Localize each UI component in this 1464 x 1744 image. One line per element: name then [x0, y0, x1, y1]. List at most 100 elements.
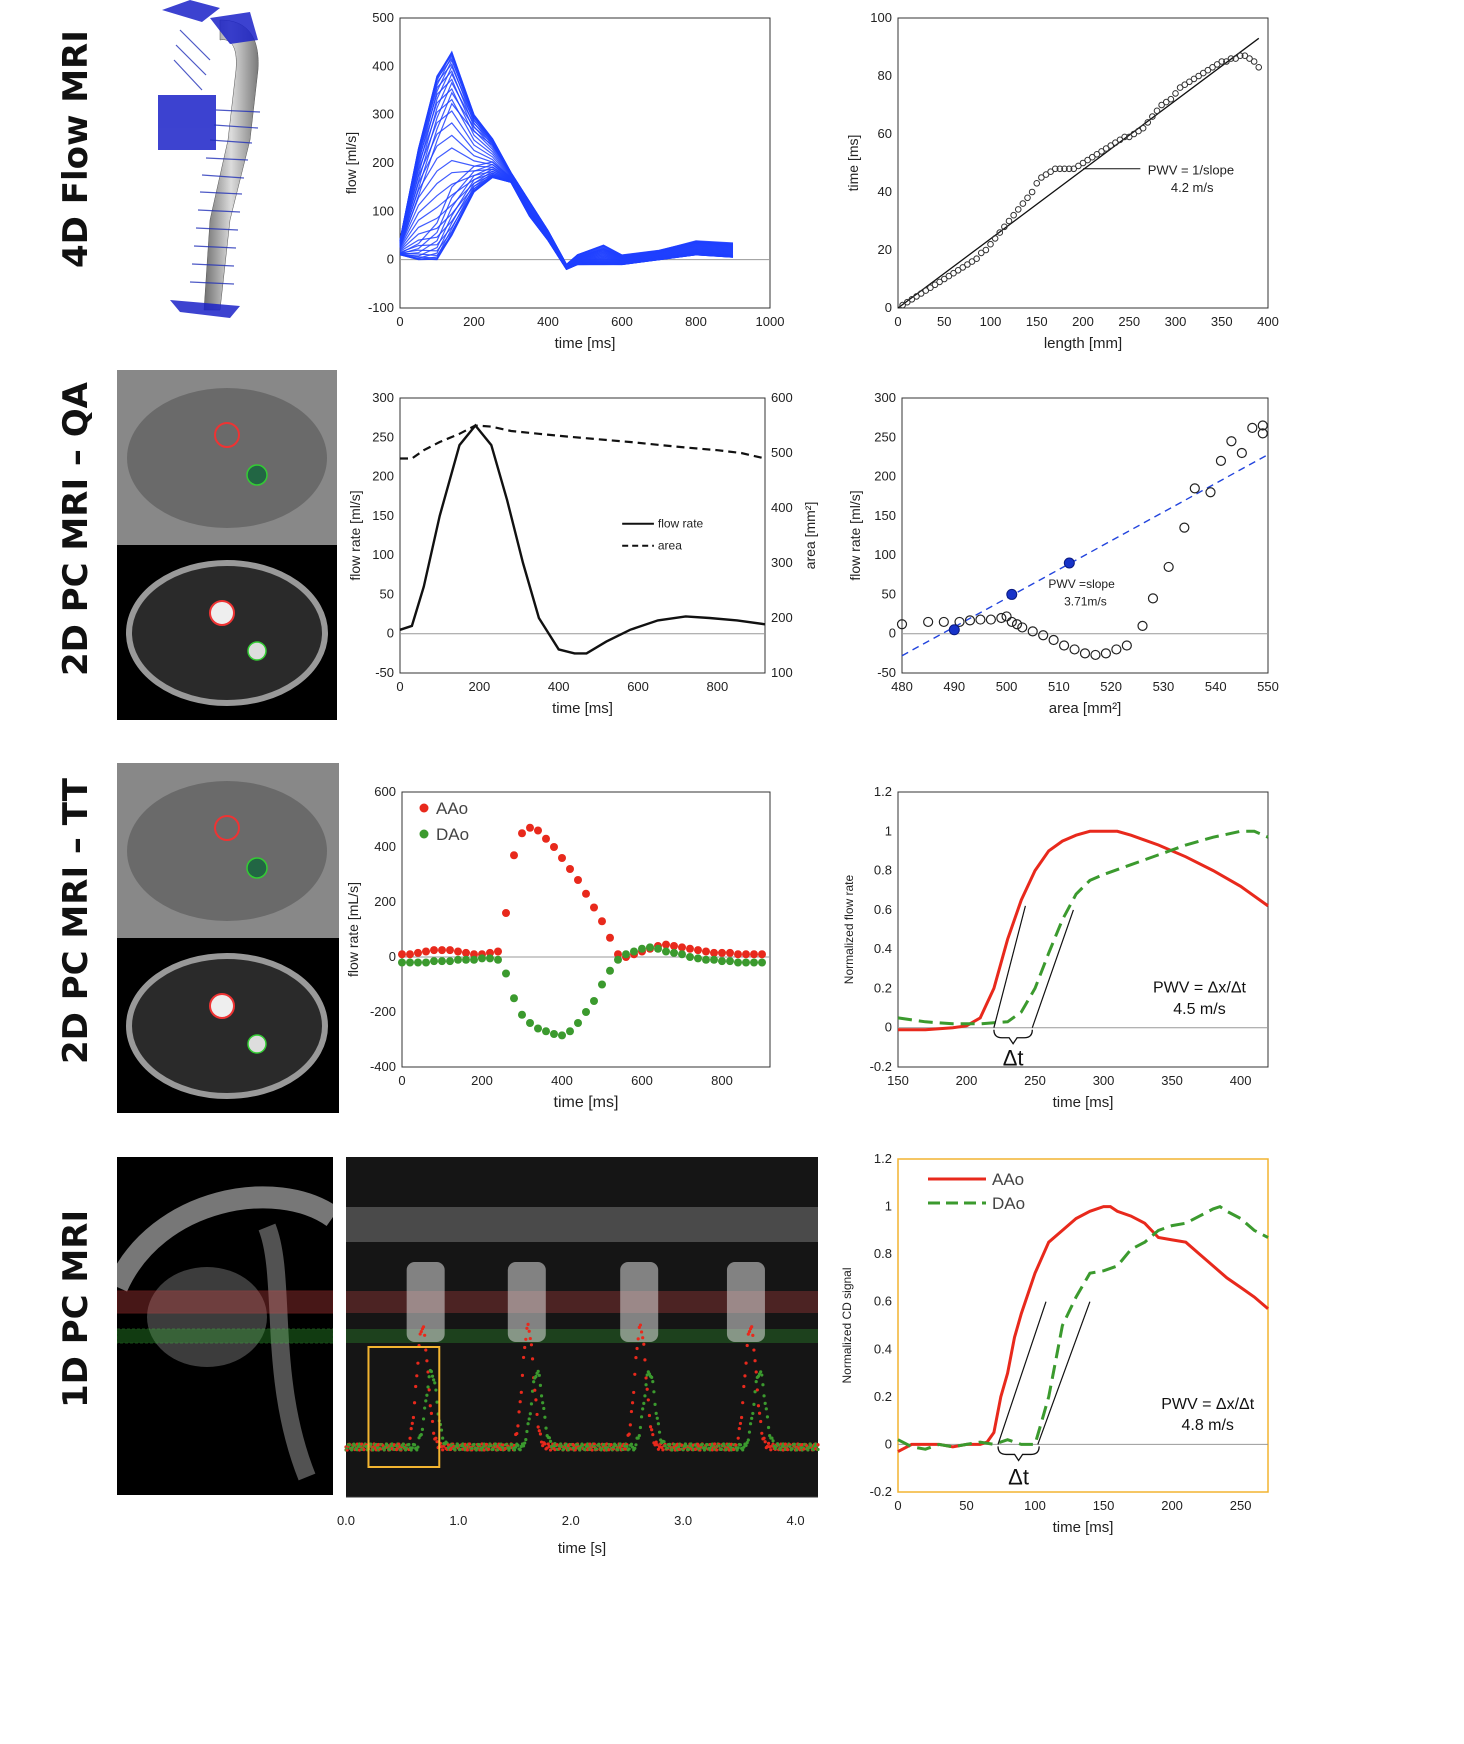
aao-signal-dot [744, 1361, 748, 1365]
x-axis-label: time [ms] [1053, 1094, 1114, 1111]
aao-point [446, 946, 454, 955]
scatter-point [1257, 428, 1268, 439]
delta-t-brace [993, 1029, 1033, 1045]
aao-signal-dot [416, 1361, 420, 1365]
aao-signal-dot [629, 1409, 634, 1414]
dao-signal-dot [653, 1402, 657, 1406]
dao-signal-dot [523, 1441, 527, 1445]
dao-signal-dot [816, 1447, 820, 1452]
transit-point [1024, 194, 1031, 202]
aao-signal-dot [648, 1425, 653, 1429]
dao-point [462, 955, 470, 964]
transit-point [987, 240, 994, 248]
y-tick-label: 200 [372, 469, 394, 484]
transit-point [973, 255, 980, 263]
dao-signal-dot [614, 1443, 618, 1447]
dao-signal-dot [665, 1446, 670, 1450]
transit-point [917, 290, 925, 297]
x-tick-label: 400 [1257, 314, 1279, 329]
scatter-point [1226, 436, 1237, 447]
aao-signal-dot [487, 1447, 491, 1451]
aao-point [678, 943, 686, 952]
y-tick-label: 250 [874, 429, 896, 444]
aao-signal-dot [769, 1448, 773, 1452]
dao-signal-dot [420, 1427, 425, 1432]
aao-signal-dot [410, 1421, 414, 1425]
dao-point [550, 1030, 558, 1038]
aao-signal-dot [642, 1342, 646, 1346]
plot-frame [897, 791, 1269, 1068]
aao-signal-dot [763, 1440, 767, 1444]
aao-signal-dot [521, 1355, 526, 1360]
dao-point [734, 958, 742, 967]
dao-signal-dot [514, 1445, 518, 1449]
aao-signal-dot [747, 1330, 752, 1334]
flow-curve-line [399, 88, 734, 269]
y-tick-label: 500 [372, 10, 394, 25]
aao-line [897, 1205, 1269, 1453]
aao-point [550, 843, 558, 851]
y-tick-label: 1.2 [874, 1151, 892, 1166]
scatter-point [1179, 522, 1190, 533]
y-tick-label: 100 [372, 203, 394, 218]
aao-signal-dot [362, 1448, 366, 1452]
legend-label: area [658, 539, 682, 553]
y2-tick-label: 100 [771, 665, 793, 680]
dao-signal-dot [534, 1374, 538, 1379]
transit-point [1195, 72, 1202, 80]
dao-signal-dot [751, 1411, 755, 1416]
aao-signal-dot [628, 1423, 632, 1427]
scatter-point [1006, 616, 1017, 628]
y-tick-label: 0.6 [874, 902, 892, 917]
scatter-point [1147, 593, 1159, 604]
pulse-blob [507, 1262, 546, 1342]
dao-signal-dot [544, 1426, 548, 1430]
transit-point [964, 261, 971, 268]
pulse-blob [726, 1262, 765, 1342]
dao-signal-dot [742, 1445, 746, 1449]
aao-point [414, 948, 422, 957]
dao-signal-dot [426, 1385, 430, 1389]
transit-point [1176, 84, 1184, 91]
transit-point [954, 267, 962, 274]
y-axis-label: Normalized flow rate [842, 874, 856, 984]
x-tick-label: 600 [611, 314, 633, 329]
x-tick-label: 150 [1093, 1498, 1115, 1513]
transit-point [945, 272, 953, 280]
aao-point [422, 947, 430, 956]
dao-signal-dot [470, 1446, 474, 1450]
aao-point [750, 950, 758, 959]
aao-signal-dot [737, 1426, 741, 1431]
dao-signal-dot [644, 1383, 648, 1387]
aao-signal-dot [520, 1373, 525, 1377]
dao-point [710, 955, 718, 964]
dao-signal-dot [578, 1448, 582, 1452]
row-label-1d: 1D PC MRI [56, 1209, 96, 1408]
transit-point [1255, 64, 1263, 71]
transit-point [1199, 69, 1207, 77]
transit-point [1162, 98, 1170, 106]
dao-signal-dot [625, 1444, 629, 1449]
dao-point [750, 958, 758, 967]
scatter-point [996, 612, 1007, 624]
dao-signal-dot [529, 1402, 534, 1406]
y-tick-label: 250 [372, 429, 394, 444]
flow-rate-line [399, 423, 766, 655]
scatter-point [1048, 634, 1059, 646]
y-tick-label: 0 [387, 626, 394, 641]
transit-point [1005, 217, 1013, 225]
x-tick-label: 50 [937, 314, 951, 329]
aao-point [726, 948, 734, 957]
dao-signal-dot [641, 1407, 645, 1411]
aao-signal-dot [755, 1388, 759, 1392]
x-tick-label: 0 [894, 314, 901, 329]
dao-point [438, 957, 446, 966]
transit-point [1130, 130, 1138, 138]
aao-point [398, 950, 406, 959]
aao-point [438, 946, 446, 955]
transit-point [996, 229, 1004, 236]
aao-signal-dot [645, 1387, 649, 1391]
transit-point [1070, 165, 1078, 173]
dao-signal-dot [416, 1445, 420, 1449]
chart-tt-normalized: 150 200 250 300 350 400 -0.2 0 0.2 0.4 0.6 0.8 1 1.2 t… [842, 784, 1269, 1111]
